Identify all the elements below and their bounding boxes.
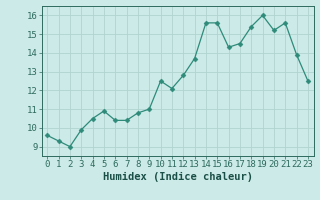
X-axis label: Humidex (Indice chaleur): Humidex (Indice chaleur) bbox=[103, 172, 252, 182]
